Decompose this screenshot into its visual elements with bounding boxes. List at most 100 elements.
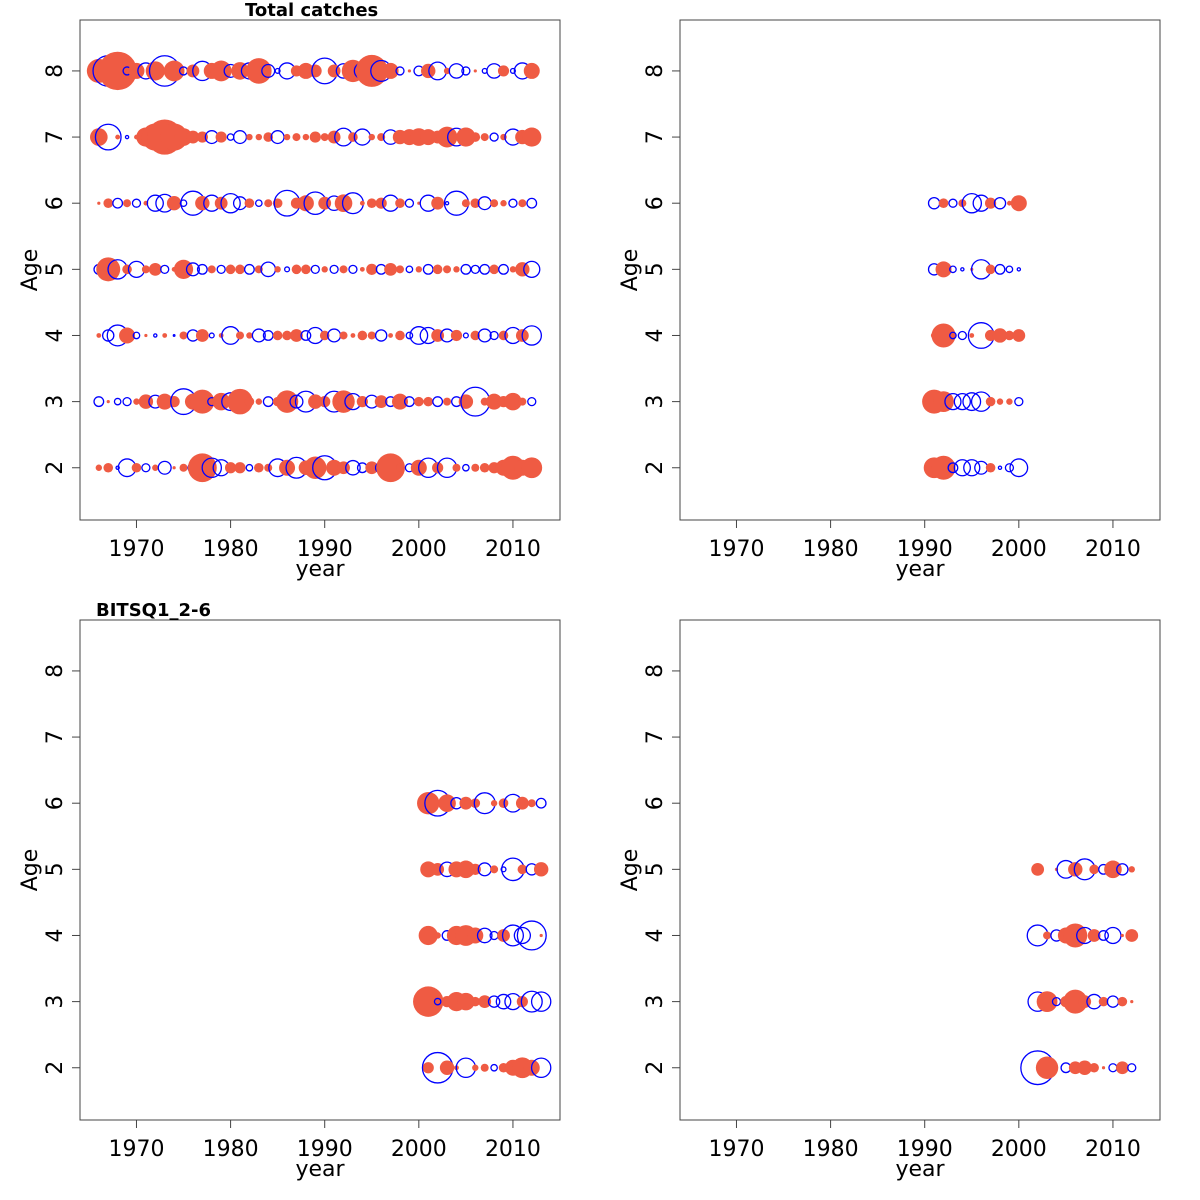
bubble (1108, 1063, 1118, 1073)
bubble (350, 333, 356, 338)
bubble (473, 69, 477, 73)
bubble (234, 462, 246, 474)
bubble (329, 264, 339, 274)
bubble (174, 128, 193, 146)
bubble (489, 264, 499, 275)
y-tick-label: 4 (643, 928, 668, 942)
bubble (289, 394, 304, 409)
bubble (1120, 933, 1124, 938)
bubble (283, 133, 291, 141)
bubble (246, 133, 253, 141)
bubble (470, 198, 481, 209)
bubble (1130, 1000, 1134, 1004)
bubble (962, 392, 982, 412)
bubble (236, 331, 244, 340)
x-tick-label: 1980 (203, 537, 259, 562)
bubble (309, 131, 321, 143)
panel: 1970 1980 1990 2000 2010 2 3 4 5 6 7 8 year Age BITSQ1… (18, 600, 561, 1182)
x-axis-label: year (895, 557, 945, 582)
bubble (478, 995, 492, 1009)
x-tick-label: 1970 (108, 537, 164, 562)
bubble (423, 396, 434, 407)
bubble (96, 333, 102, 338)
y-tick-label: 2 (643, 1061, 668, 1075)
bubble (255, 133, 263, 141)
bubble (1106, 995, 1120, 1008)
bubble (944, 392, 962, 411)
bubble (119, 327, 136, 344)
bubble (443, 265, 452, 274)
bubble (953, 459, 972, 477)
bubble (490, 865, 499, 874)
bubble (246, 58, 272, 84)
bubble (157, 460, 172, 475)
bubble (969, 333, 975, 338)
x-axis-label: year (295, 557, 345, 582)
bubble (497, 929, 510, 942)
bubble (515, 796, 529, 810)
bubble (308, 64, 322, 78)
bubble (173, 259, 194, 279)
panel-title: Total catches (245, 0, 378, 21)
bubble (292, 133, 301, 142)
bubble (500, 200, 507, 207)
y-tick-label: 7 (643, 130, 668, 144)
bubble (365, 461, 379, 475)
plot-frame (679, 19, 1161, 521)
bubble (413, 986, 444, 1017)
y-tick-label: 6 (643, 796, 668, 810)
bubble (1089, 1062, 1099, 1073)
bubble (1098, 930, 1109, 941)
bubble (518, 397, 527, 406)
bubble (985, 264, 996, 275)
bubble (404, 198, 415, 208)
bubble (433, 997, 442, 1006)
bubble (521, 325, 543, 346)
bubble (374, 395, 388, 409)
bubble (279, 459, 296, 476)
bubble (225, 264, 236, 275)
bubble (431, 196, 445, 210)
bubble (462, 332, 469, 339)
bubble (470, 132, 481, 142)
bubble (148, 262, 162, 276)
bubble (456, 127, 476, 147)
bubble (196, 131, 208, 143)
bubble (133, 398, 140, 405)
bubble (495, 993, 512, 1010)
bubble (1063, 923, 1088, 948)
x-tick-label: 1990 (897, 1137, 953, 1162)
bubble (1089, 864, 1099, 875)
bubble (327, 328, 342, 343)
bubble (960, 267, 965, 272)
bubble (1004, 463, 1015, 473)
bubble (927, 196, 941, 210)
bubble (477, 196, 492, 211)
y-tick-label: 2 (43, 1061, 68, 1075)
bubble (245, 463, 254, 472)
bubble (320, 133, 329, 142)
bubble (480, 133, 489, 142)
bubble (319, 396, 331, 408)
panel: 1970 1980 1990 2000 2010 2 3 4 5 6 7 8 year Age Total … (18, 0, 561, 582)
bubble (375, 197, 387, 209)
bubble (94, 123, 122, 151)
bubble (498, 330, 509, 341)
y-tick-label: 5 (43, 262, 68, 276)
bubble (124, 134, 130, 140)
bubble (162, 333, 168, 338)
bubble (1036, 991, 1058, 1013)
bubble (414, 396, 424, 407)
bubble (1127, 1063, 1137, 1073)
bubble (195, 196, 210, 211)
x-tick-label: 1990 (297, 537, 353, 562)
bubble (272, 198, 283, 209)
x-tick-label: 2000 (391, 1137, 447, 1162)
bubble (226, 133, 235, 141)
bubble (949, 265, 957, 274)
bubble (963, 459, 981, 477)
bubble (1012, 329, 1026, 342)
bubble (395, 330, 405, 341)
bubble (420, 129, 437, 146)
x-tick-label: 1990 (297, 1137, 353, 1162)
